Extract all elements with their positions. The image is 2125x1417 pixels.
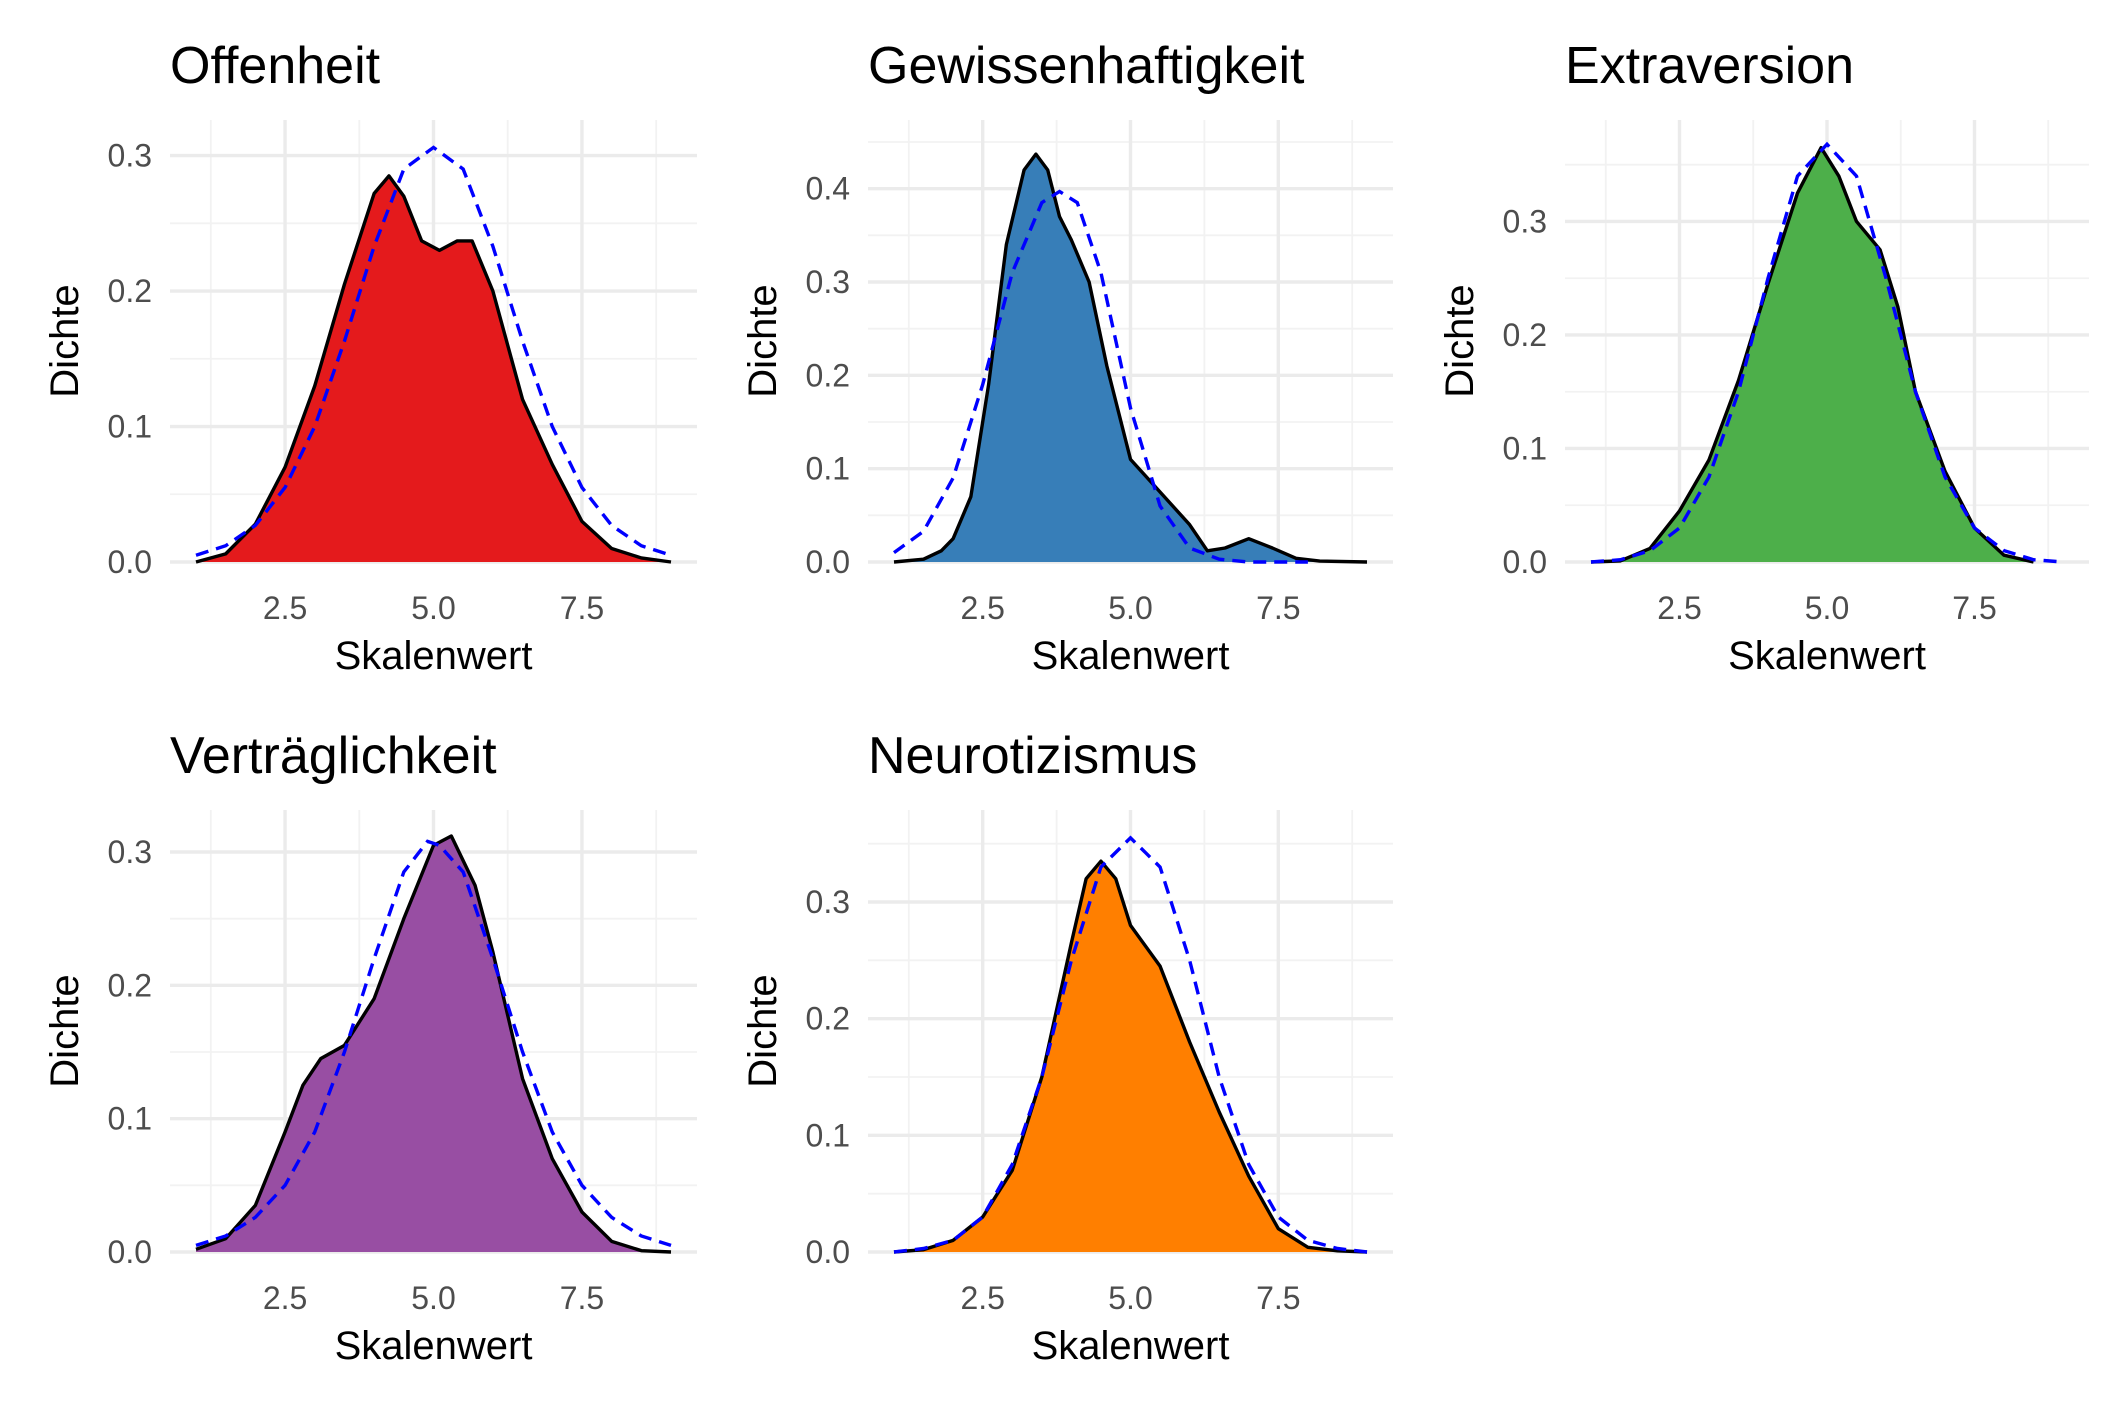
y-tick-label: 0.2	[1503, 317, 1547, 353]
panel-title: Gewissenhaftigkeit	[868, 37, 1305, 95]
x-tick-label: 5.0	[1108, 590, 1152, 626]
x-tick-label: 7.5	[1952, 590, 1996, 626]
panel-offenheit: 2.5 5.0 7.5 0.0 0.1 0.2 0.3 Offenheit Skalenwert…	[43, 37, 697, 678]
density-line	[1590, 145, 2034, 564]
y-tick-label: 0.1	[806, 451, 850, 487]
normal-curve-line	[893, 189, 1308, 564]
x-tick-label: 5.0	[1805, 590, 1849, 626]
density-area	[894, 154, 1367, 562]
x-axis-title: Skalenwert	[1032, 1324, 1230, 1368]
y-tick-label: 0.3	[108, 834, 152, 870]
y-tick-label: 0.0	[806, 1234, 850, 1270]
density-area	[196, 836, 671, 1252]
panel-gewissenhaftigkeit: 2.5 5.0 7.5 0.0 0.1 0.2 0.3 0.4 Gewissenhaftigke…	[741, 37, 1393, 678]
panel-vertr-glichkeit: 2.5 5.0 7.5 0.0 0.1 0.2 0.3 Verträglichkeit Skal…	[43, 727, 697, 1368]
y-axis-title: Dichte	[43, 284, 87, 397]
x-tick-label: 5.0	[411, 1280, 455, 1316]
normal-curve-line	[195, 839, 672, 1247]
panel-title: Offenheit	[170, 37, 381, 95]
x-tick-label: 5.0	[1108, 1280, 1152, 1316]
x-tick-label: 7.5	[560, 590, 604, 626]
x-tick-label: 2.5	[1657, 590, 1701, 626]
y-tick-label: 0.3	[806, 264, 850, 300]
y-tick-label: 0.0	[108, 544, 152, 580]
y-axis-title: Dichte	[741, 974, 785, 1087]
x-axis-title: Skalenwert	[335, 1324, 533, 1368]
x-axis-title: Skalenwert	[1728, 634, 1926, 678]
density-area	[894, 861, 1367, 1252]
x-tick-label: 7.5	[1256, 590, 1300, 626]
y-axis-title: Dichte	[1438, 284, 1482, 397]
normal-curve-line	[1590, 141, 2064, 564]
y-tick-label: 0.2	[806, 1001, 850, 1037]
x-tick-label: 2.5	[960, 590, 1004, 626]
normal-curve-line	[195, 145, 672, 557]
panel-title: Neurotizismus	[868, 727, 1197, 785]
y-tick-label: 0.3	[1503, 203, 1547, 239]
panel-title: Extraversion	[1565, 37, 1854, 95]
panel-title: Verträglichkeit	[170, 727, 497, 785]
x-tick-label: 2.5	[263, 590, 307, 626]
panel-neurotizismus: 2.5 5.0 7.5 0.0 0.1 0.2 0.3 Neurotizismus Skalen…	[741, 727, 1393, 1368]
density-line	[195, 834, 672, 1254]
density-area	[1591, 147, 2034, 563]
x-axis-title: Skalenwert	[335, 634, 533, 678]
x-tick-label: 5.0	[411, 590, 455, 626]
x-axis-title: Skalenwert	[1032, 634, 1230, 678]
y-tick-label: 0.1	[108, 409, 152, 445]
density-line	[893, 859, 1368, 1254]
y-tick-label: 0.3	[806, 884, 850, 920]
y-tick-label: 0.1	[108, 1101, 152, 1137]
x-tick-label: 2.5	[263, 1280, 307, 1316]
y-tick-label: 0.3	[108, 138, 152, 174]
density-line	[893, 152, 1368, 564]
y-tick-label: 0.0	[1503, 544, 1547, 580]
density-line	[195, 174, 672, 564]
y-tick-label: 0.4	[806, 171, 850, 207]
panel-extraversion: 2.5 5.0 7.5 0.0 0.1 0.2 0.3 Extraversion Skalenw…	[1438, 37, 2089, 678]
y-tick-label: 0.0	[806, 544, 850, 580]
y-tick-label: 0.1	[806, 1117, 850, 1153]
y-tick-label: 0.2	[108, 273, 152, 309]
y-tick-label: 0.2	[806, 357, 850, 393]
x-tick-label: 7.5	[560, 1280, 604, 1316]
normal-curve-line	[893, 835, 1368, 1254]
y-axis-title: Dichte	[43, 974, 87, 1087]
y-axis-title: Dichte	[741, 284, 785, 397]
y-tick-label: 0.0	[108, 1234, 152, 1270]
x-tick-label: 2.5	[960, 1280, 1004, 1316]
y-tick-label: 0.2	[108, 967, 152, 1003]
x-tick-label: 7.5	[1256, 1280, 1300, 1316]
y-tick-label: 0.1	[1503, 430, 1547, 466]
